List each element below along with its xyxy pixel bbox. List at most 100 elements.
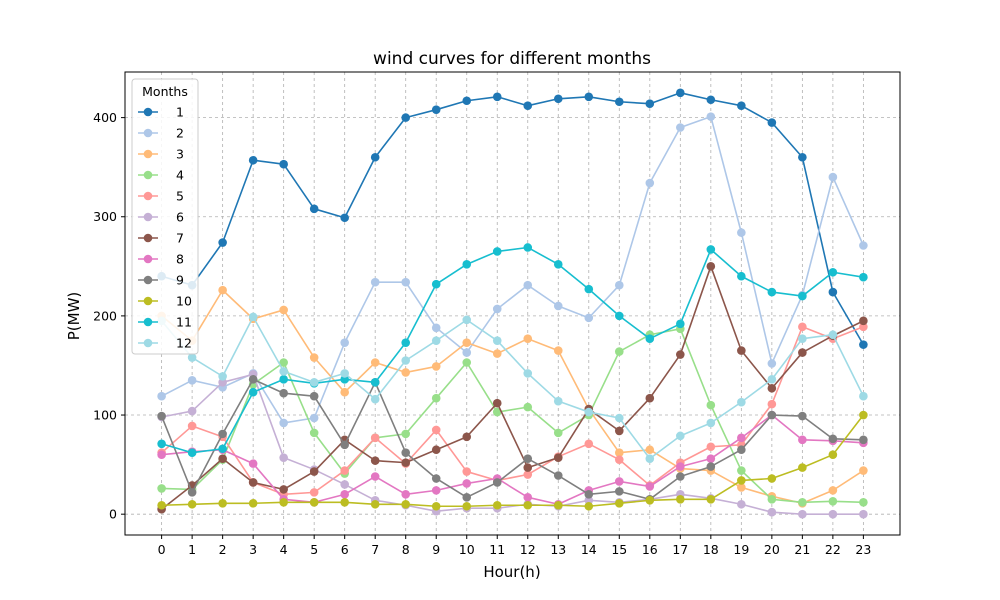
data-point — [614, 280, 624, 290]
data-point — [614, 426, 624, 436]
data-point — [737, 271, 746, 281]
data-point — [309, 413, 319, 423]
data-point — [676, 88, 685, 98]
legend-label: 2 — [176, 126, 184, 141]
legend-item: 6 — [138, 210, 184, 225]
data-point — [218, 444, 227, 454]
data-point — [340, 387, 349, 397]
data-point — [828, 496, 838, 506]
data-point — [462, 348, 472, 357]
data-point — [462, 493, 472, 502]
data-point — [614, 97, 624, 107]
series-line — [161, 289, 864, 505]
data-point — [645, 178, 655, 188]
data-point — [767, 118, 777, 127]
data-point — [309, 353, 319, 362]
data-point — [401, 490, 411, 499]
data-point — [431, 323, 441, 333]
data-point — [798, 291, 807, 301]
data-point — [828, 287, 838, 297]
x-axis: 0 1 2 3 4 5 6 7 8 9 10 11 12 13 14 15 16 17 18 19 20 21 22 23 — [158, 535, 871, 557]
data-point — [645, 445, 655, 455]
data-point — [737, 466, 746, 475]
data-point — [798, 463, 807, 472]
data-point — [523, 334, 533, 343]
data-point — [492, 398, 502, 408]
data-point — [859, 340, 868, 349]
series-line — [161, 246, 864, 454]
data-point — [340, 375, 349, 384]
y-axis: 0 100 200 300 400 — [93, 110, 125, 522]
legend-marker — [143, 191, 153, 201]
y-tick-label: 400 — [93, 110, 117, 125]
data-point — [431, 105, 441, 114]
data-point — [859, 466, 868, 475]
data-point — [279, 453, 288, 462]
data-point — [676, 495, 685, 504]
data-point — [553, 453, 563, 462]
data-point — [798, 435, 807, 445]
data-point — [248, 312, 258, 322]
data-point — [523, 493, 533, 502]
legend-item: 1 — [138, 105, 184, 120]
data-point — [309, 497, 319, 507]
data-point — [553, 301, 563, 311]
data-point — [523, 500, 533, 510]
legend-item: 5 — [138, 189, 184, 204]
data-point — [645, 454, 655, 463]
data-point — [614, 455, 624, 464]
data-point — [798, 322, 807, 332]
data-point — [523, 369, 533, 378]
data-point — [737, 445, 746, 455]
legend-marker — [143, 233, 153, 243]
series-line — [161, 265, 864, 510]
data-point — [187, 448, 197, 458]
data-point — [706, 442, 716, 452]
series-line — [160, 378, 864, 501]
data-point — [340, 490, 349, 499]
x-tick-label: 15 — [611, 542, 627, 557]
y-tick-label: 200 — [93, 308, 117, 323]
data-point — [676, 472, 685, 481]
x-axis-label: Hour(h) — [483, 563, 540, 581]
data-point — [370, 358, 380, 367]
data-point — [401, 113, 411, 122]
data-point — [828, 172, 838, 182]
data-point — [340, 369, 349, 378]
legend-marker — [143, 254, 153, 264]
data-point — [218, 285, 227, 295]
data-point — [859, 509, 868, 519]
data-point — [614, 498, 624, 508]
data-point — [187, 353, 197, 362]
data-point — [828, 486, 838, 495]
data-point — [859, 241, 868, 250]
legend-item: 4 — [138, 168, 184, 183]
data-point — [462, 96, 472, 106]
data-point — [706, 262, 716, 271]
data-point — [248, 478, 258, 487]
data-point — [401, 356, 411, 365]
y-tick-label: 100 — [93, 408, 117, 423]
legend-box — [131, 78, 199, 355]
data-point — [431, 425, 441, 435]
data-point — [370, 152, 380, 162]
data-point — [737, 228, 746, 237]
data-point — [279, 485, 288, 494]
data-point — [798, 334, 807, 343]
data-point — [584, 490, 594, 499]
legend-label: 12 — [176, 336, 192, 351]
legend-label: 1 — [176, 105, 184, 120]
x-tick-label: 13 — [550, 542, 566, 557]
data-point — [523, 280, 533, 290]
data-point — [706, 245, 716, 254]
data-point — [370, 394, 380, 404]
y-tick-label: 0 — [109, 507, 117, 522]
data-point — [584, 313, 594, 323]
data-point — [431, 362, 441, 371]
x-tick-label: 14 — [581, 542, 597, 557]
data-point — [859, 316, 868, 326]
data-point — [859, 272, 868, 282]
data-point — [218, 238, 227, 247]
data-point — [737, 346, 746, 355]
data-point — [309, 428, 319, 438]
